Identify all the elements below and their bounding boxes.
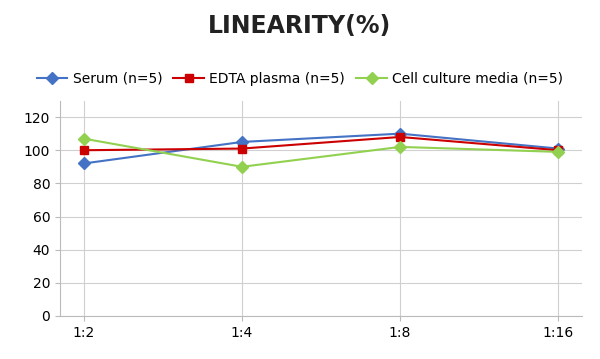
Cell culture media (n=5)	[397, 145, 404, 149]
Text: LINEARITY(%): LINEARITY(%)	[208, 14, 392, 38]
EDTA plasma (n=5)	[80, 148, 88, 152]
Line: Serum (n=5): Serum (n=5)	[80, 130, 562, 168]
Serum (n=5)	[554, 146, 562, 151]
Legend: Serum (n=5), EDTA plasma (n=5), Cell culture media (n=5): Serum (n=5), EDTA plasma (n=5), Cell cul…	[37, 71, 563, 85]
Line: EDTA plasma (n=5): EDTA plasma (n=5)	[80, 133, 562, 154]
Cell culture media (n=5)	[238, 165, 245, 169]
Serum (n=5)	[80, 161, 88, 165]
Cell culture media (n=5)	[80, 136, 88, 141]
EDTA plasma (n=5)	[554, 148, 562, 152]
Line: Cell culture media (n=5): Cell culture media (n=5)	[80, 135, 562, 171]
EDTA plasma (n=5)	[238, 146, 245, 151]
Serum (n=5)	[397, 131, 404, 136]
Cell culture media (n=5)	[554, 150, 562, 154]
Serum (n=5)	[238, 140, 245, 144]
EDTA plasma (n=5)	[397, 135, 404, 139]
